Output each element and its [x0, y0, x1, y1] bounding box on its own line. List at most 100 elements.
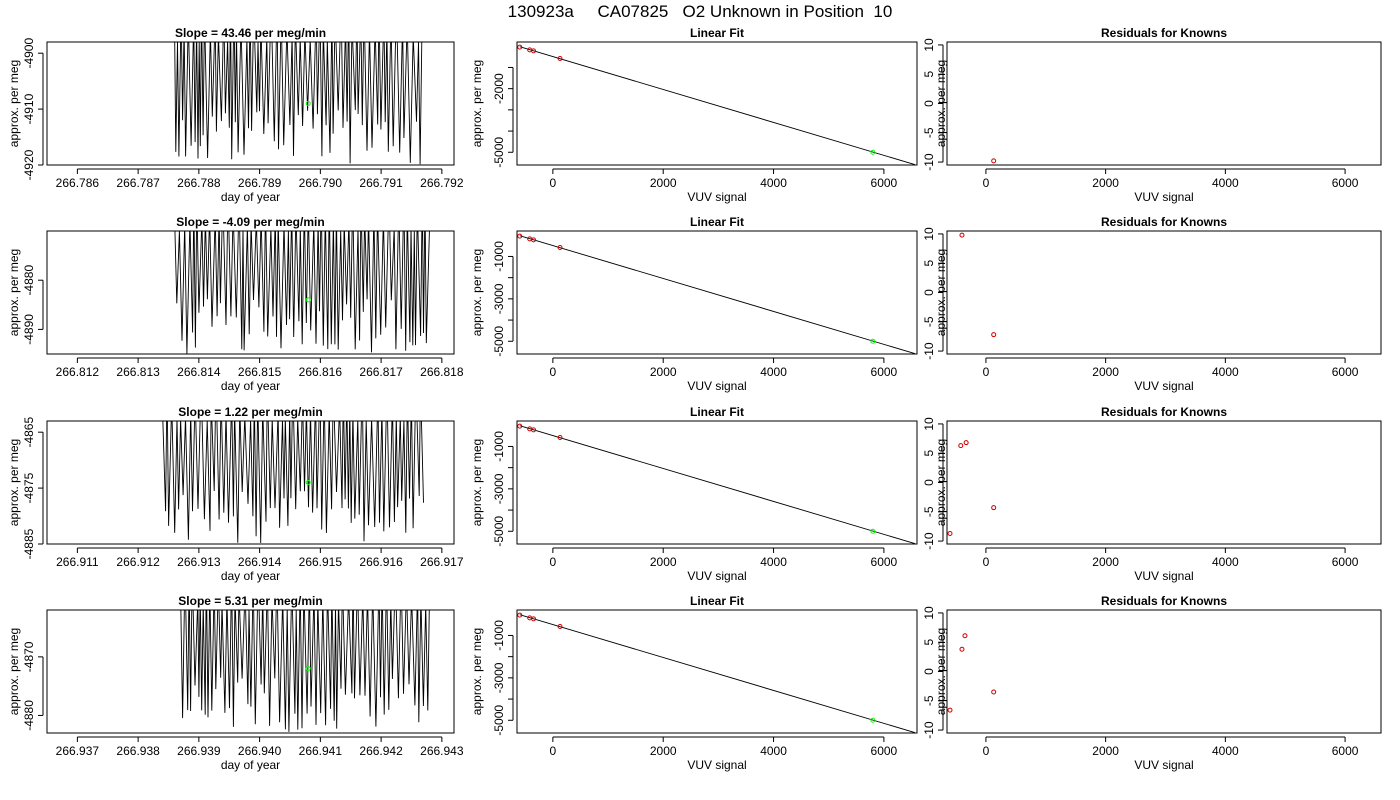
known-point — [531, 237, 537, 243]
plot-frame — [946, 420, 1382, 545]
x-tick-label: 266.788 — [177, 176, 221, 190]
y-tick-label: -5 — [922, 506, 936, 517]
x-tick-label: 266.818 — [420, 365, 464, 379]
y-tick-label: -10 — [922, 532, 936, 550]
plot-area — [959, 232, 997, 338]
known-point — [959, 646, 965, 652]
known-point — [517, 233, 523, 239]
y-tick-label: -4910 — [22, 93, 36, 124]
y-tick-label: -4900 — [22, 38, 36, 69]
y-tick-label: 0 — [922, 100, 936, 107]
plot-area — [162, 421, 424, 544]
y-tick-label: -2000 — [492, 73, 506, 104]
known-point — [557, 435, 563, 441]
y-axis-label: approx. per meg — [934, 439, 948, 526]
y-axis-label: approx. per meg — [470, 249, 484, 336]
panel-8: Linear Fit 0 2000 4000 6000 VUV signal -1000 -3… — [470, 405, 918, 583]
x-axis-label: day of year — [221, 190, 280, 204]
y-tick-label: -4890 — [22, 314, 36, 345]
x-tick-label: 4000 — [1212, 176, 1239, 190]
plot-area — [991, 158, 997, 164]
y-tick-label: 5 — [922, 260, 936, 267]
x-tick-label: 6000 — [1332, 555, 1359, 569]
known-point — [531, 48, 537, 54]
fit-line — [519, 425, 915, 544]
x-tick-label: 266.787 — [116, 176, 160, 190]
y-tick-label: -3000 — [492, 662, 506, 693]
x-tick-label: 266.938 — [116, 744, 160, 758]
plot-frame — [516, 230, 918, 355]
x-tick-label: 0 — [550, 176, 557, 190]
y-axis-label: approx. per meg — [470, 628, 484, 715]
known-point — [557, 245, 563, 251]
unknown-point — [870, 149, 876, 155]
plot-frame — [516, 609, 918, 734]
signal-trace — [162, 421, 424, 544]
y-tick-label: 10 — [922, 417, 936, 431]
x-tick-label: 266.917 — [420, 555, 464, 569]
y-tick-label: -4875 — [22, 472, 36, 503]
panel-6: Residuals for Knowns 0 2000 4000 6000 VUV sig… — [922, 215, 1382, 393]
panel-title: Slope = 43.46 per meg/min — [175, 26, 326, 40]
panel-9: Residuals for Knowns 0 2000 4000 6000 VUV sig… — [922, 405, 1382, 583]
unknown-point — [305, 666, 311, 672]
y-axis-label: approx. per meg — [934, 628, 948, 715]
known-point — [991, 689, 997, 695]
x-axis-label: VUV signal — [687, 190, 746, 204]
x-axis-label: VUV signal — [1134, 569, 1193, 583]
unknown-point — [305, 480, 311, 485]
x-tick-label: 0 — [983, 176, 990, 190]
plot-frame — [516, 41, 918, 166]
y-tick-label: -5000 — [492, 326, 506, 357]
x-tick-label: 266.815 — [238, 365, 282, 379]
panel-title: Linear Fit — [690, 215, 744, 229]
y-tick-label: 5 — [922, 450, 936, 457]
panel-3: Residuals for Knowns 0 2000 4000 6000 VUV sig… — [922, 26, 1382, 204]
x-axis-label: day of year — [221, 569, 280, 583]
y-tick-label: -4885 — [22, 528, 36, 559]
plot-area — [174, 231, 430, 354]
y-axis-label: approx. per meg — [7, 439, 21, 526]
x-tick-label: 6000 — [871, 365, 898, 379]
y-axis-label: approx. per meg — [470, 439, 484, 526]
fit-line — [519, 46, 915, 165]
x-tick-label: 266.813 — [116, 365, 160, 379]
x-tick-label: 266.912 — [116, 555, 160, 569]
panel-5: Linear Fit 0 2000 4000 6000 VUV signal -1000 -3… — [470, 215, 918, 393]
known-point — [557, 624, 563, 630]
y-tick-label: -4870 — [22, 641, 36, 672]
plot-frame — [946, 230, 1382, 355]
known-point — [991, 332, 997, 338]
x-tick-label: 6000 — [871, 555, 898, 569]
x-tick-label: 2000 — [650, 744, 677, 758]
panel-title: Linear Fit — [690, 594, 744, 608]
known-point — [517, 423, 523, 429]
plot-area — [517, 233, 915, 354]
y-tick-label: -5000 — [492, 137, 506, 168]
panel-7: Slope = 1.22 per meg/min 266.911 266.912 26… — [7, 405, 464, 583]
y-tick-label: -5000 — [492, 705, 506, 736]
x-tick-label: 0 — [983, 365, 990, 379]
panel-title: Residuals for Knowns — [1101, 26, 1227, 40]
y-tick-label: 10 — [922, 227, 936, 241]
known-point — [958, 443, 964, 449]
x-axis-label: VUV signal — [1134, 190, 1193, 204]
fit-line — [519, 235, 915, 354]
x-tick-label: 2000 — [1092, 176, 1119, 190]
panel-title: Slope = -4.09 per meg/min — [176, 215, 324, 229]
x-tick-label: 266.791 — [359, 176, 403, 190]
y-tick-label: -1000 — [492, 431, 506, 462]
x-tick-label: 266.943 — [420, 744, 464, 758]
panel-10: Slope = 5.31 per meg/min 266.937 266.938 26… — [7, 594, 464, 772]
x-tick-label: 0 — [550, 744, 557, 758]
x-tick-label: 266.789 — [238, 176, 282, 190]
x-tick-label: 4000 — [1212, 555, 1239, 569]
x-tick-label: 266.911 — [56, 555, 99, 569]
x-tick-label: 4000 — [760, 176, 787, 190]
y-tick-label: -4880 — [22, 265, 36, 296]
x-tick-label: 0 — [550, 365, 557, 379]
y-tick-label: -4920 — [22, 149, 36, 180]
x-tick-label: 266.786 — [56, 176, 100, 190]
x-tick-label: 2000 — [650, 365, 677, 379]
